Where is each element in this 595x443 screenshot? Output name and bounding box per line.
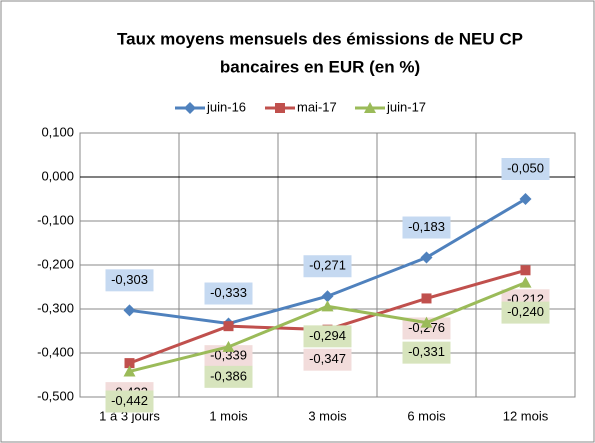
x-tick-label: 3 mois [308,408,347,423]
data-label-box [204,282,253,305]
data-label-box [402,317,451,340]
y-tick-label: -0,300 [37,300,74,315]
data-label-box [303,255,352,278]
data-label-box [105,390,154,413]
data-label-box [501,301,550,324]
y-tick-label: 0,100 [41,124,74,139]
data-label: -0,050 [507,160,544,175]
x-tick-label: 1 mois [209,408,248,423]
data-label: -0,240 [507,304,544,319]
x-tick-label: 12 mois [503,408,549,423]
data-label: -0,339 [210,348,247,363]
marker [321,300,334,312]
data-label: -0,294 [309,328,346,343]
data-label-box [105,269,154,292]
data-label: -0,271 [309,258,346,273]
legend-label: juin-16 [206,99,246,114]
marker [223,321,234,332]
marker [222,340,235,352]
marker [123,365,136,377]
y-tick-label: 0,000 [41,168,74,183]
data-label-box [303,325,352,348]
data-label: -0,347 [309,351,346,366]
chart-title: bancaires en EUR (en %) [220,57,420,76]
marker [421,293,432,304]
y-tick-label: -0,500 [37,388,74,403]
marker [364,102,376,113]
data-label-box [501,158,550,180]
data-label: -0,442 [111,393,148,408]
marker [184,102,196,114]
data-label-box [402,216,451,239]
y-tick-label: -0,400 [37,344,74,359]
data-label-box [303,348,352,371]
marker [519,276,532,288]
marker [124,358,135,369]
data-label: -0,386 [210,368,247,383]
marker [275,103,285,113]
data-label: -0,333 [210,285,247,300]
data-label: -0,303 [111,272,148,287]
y-tick-label: -0,200 [37,256,74,271]
data-label-box [402,341,451,364]
marker [321,290,334,303]
marker [420,251,433,264]
data-label-box [204,365,253,388]
chart-title: Taux moyens mensuels des émissions de NE… [117,29,523,48]
x-tick-label: 6 mois [407,408,446,423]
marker [519,193,532,205]
marker [420,316,433,328]
data-label: -0,331 [408,344,445,359]
marker [123,304,136,317]
marker [520,265,531,276]
legend-label: mai-17 [297,99,337,114]
data-label: -0,183 [408,219,445,234]
legend-label: juin-17 [386,99,426,114]
y-tick-label: -0,100 [37,212,74,227]
